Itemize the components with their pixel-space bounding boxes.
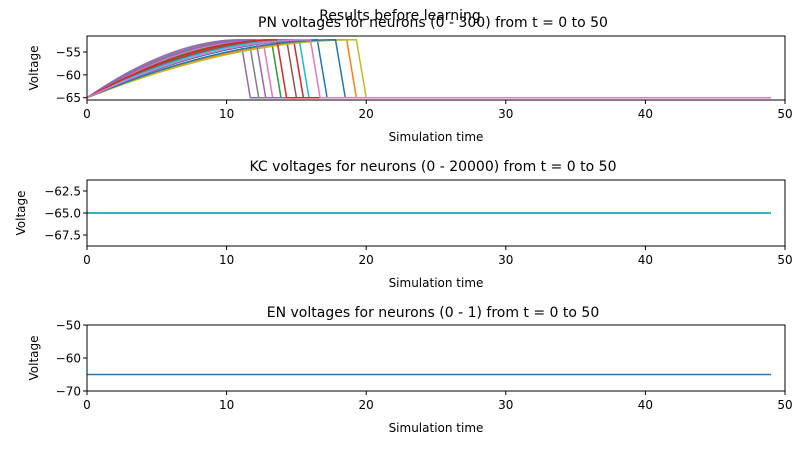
en-x-tick-label: 30 <box>498 398 513 412</box>
en-y-tick-label: −70 <box>56 385 81 399</box>
kc-x-tick-label: 30 <box>498 253 513 267</box>
figure-suptitle: Results before learning <box>319 8 481 24</box>
en-y-tick-label: −50 <box>56 319 81 333</box>
kc-y-tick-label: −62.5 <box>44 185 81 199</box>
pn-y-axis-label: Voltage <box>27 45 41 90</box>
pn-x-tick-label: 50 <box>777 107 792 121</box>
pn-x-tick-label: 0 <box>83 107 91 121</box>
kc-y-ticks: −62.5 −65.0 −67.5 <box>44 185 87 243</box>
kc-y-axis-label: Voltage <box>14 190 28 235</box>
pn-series-line-12 <box>86 38 771 99</box>
kc-y-tick-label: −67.5 <box>44 229 81 243</box>
kc-x-tick-label: 0 <box>83 253 91 267</box>
kc-x-ticks: 0 10 20 30 40 50 <box>83 246 793 267</box>
en-x-axis-label: Simulation time <box>389 421 484 435</box>
pn-y-tick-label: −55 <box>56 46 81 60</box>
pn-series-line-8 <box>86 38 771 99</box>
pn-series-line-10 <box>86 38 771 99</box>
en-x-tick-label: 10 <box>219 398 234 412</box>
kc-x-tick-label: 10 <box>219 253 234 267</box>
pn-x-tick-label: 10 <box>219 107 234 121</box>
pn-x-tick-label: 20 <box>359 107 374 121</box>
pn-y-tick-label: −65 <box>56 91 81 105</box>
pn-y-ticks: −55 −60 −65 <box>56 46 87 105</box>
en-x-tick-label: 50 <box>777 398 792 412</box>
pn-series-group <box>86 38 771 99</box>
en-y-ticks: −50 −60 −70 <box>56 319 87 399</box>
kc-x-tick-label: 20 <box>359 253 374 267</box>
en-y-tick-label: −60 <box>56 352 81 366</box>
pn-x-tick-label: 40 <box>638 107 653 121</box>
pn-x-ticks: 0 10 20 30 40 50 <box>83 100 793 121</box>
en-panel-title: EN voltages for neurons (0 - 1) from t =… <box>267 305 599 321</box>
pn-x-axis-label: Simulation time <box>389 130 484 144</box>
kc-voltage-panel: KC voltages for neurons (0 - 20000) from… <box>14 159 793 290</box>
pn-x-tick-label: 30 <box>498 107 513 121</box>
kc-x-axis-label: Simulation time <box>389 276 484 290</box>
en-axes-frame <box>86 324 786 392</box>
pn-series-line-7 <box>86 38 771 99</box>
pn-voltage-panel: PN voltages for neurons (0 - 300) from t… <box>27 15 793 144</box>
en-x-tick-label: 0 <box>83 398 91 412</box>
kc-y-tick-label: −65.0 <box>44 207 81 221</box>
kc-panel-title: KC voltages for neurons (0 - 20000) from… <box>250 159 617 175</box>
pn-series-line-11 <box>86 38 771 99</box>
pn-panel-title: PN voltages for neurons (0 - 300) from t… <box>258 15 608 31</box>
en-x-tick-label: 40 <box>638 398 653 412</box>
en-voltage-panel: EN voltages for neurons (0 - 1) from t =… <box>27 305 793 435</box>
kc-x-tick-label: 40 <box>638 253 653 267</box>
en-y-axis-label: Voltage <box>27 335 41 380</box>
en-x-ticks: 0 10 20 30 40 50 <box>83 391 793 412</box>
pn-series-line-13 <box>86 38 771 99</box>
pn-axes-frame <box>86 35 786 101</box>
en-x-tick-label: 20 <box>359 398 374 412</box>
kc-x-tick-label: 50 <box>777 253 792 267</box>
pn-y-tick-label: −60 <box>56 68 81 82</box>
